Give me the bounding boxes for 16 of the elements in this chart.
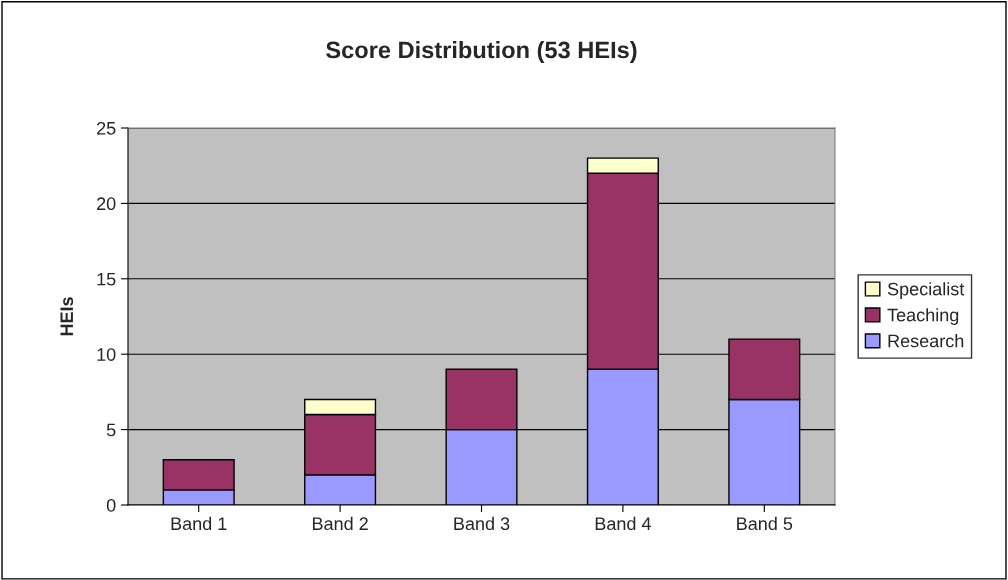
x-tick-label: Band 2 [312, 516, 368, 531]
y-tick-label: 0 [106, 498, 116, 512]
legend-label: Research [888, 334, 964, 348]
y-tick-label: 15 [97, 272, 116, 286]
legend-label: Specialist [887, 282, 965, 300]
y-axis-title: HEIs [60, 297, 74, 336]
y-tick-label: 20 [97, 197, 116, 211]
y-tick-label: 25 [97, 121, 116, 135]
x-tick-label: Band 1 [171, 516, 227, 531]
x-tick-label: Band 3 [454, 516, 510, 531]
chart-title: Score Distribution (53 HEIs) [326, 41, 637, 63]
x-tick-label: Band 4 [595, 516, 651, 531]
y-tick-label: 5 [106, 423, 116, 437]
y-tick-label: 10 [97, 348, 116, 361]
x-tick-label: Band 5 [737, 516, 793, 531]
legend-label: Teaching [887, 308, 959, 325]
